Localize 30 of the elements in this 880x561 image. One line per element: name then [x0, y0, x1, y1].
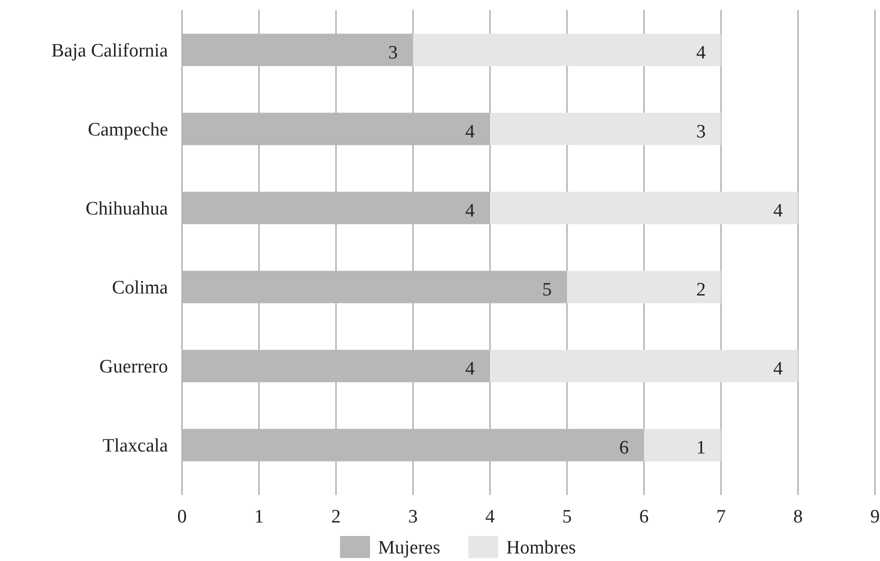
- y-tick-label: Baja California: [51, 40, 169, 62]
- y-tick-label: Colima: [112, 278, 169, 299]
- x-tick-label: 8: [793, 506, 803, 528]
- data-label: 4: [773, 200, 784, 222]
- y-tick-label: Guerrero: [99, 356, 168, 378]
- x-tick-label: 1: [254, 506, 264, 528]
- data-label: 3: [388, 42, 398, 64]
- x-tick-label: 9: [870, 506, 880, 528]
- data-label: 1: [696, 438, 706, 459]
- x-tick-label: 4: [485, 506, 496, 528]
- y-tick-label: Chihuahua: [86, 198, 169, 220]
- x-tick-label: 6: [639, 506, 649, 528]
- data-label: 4: [696, 42, 706, 64]
- y-tick-label: Campeche: [88, 120, 168, 141]
- legend-label: Mujeres: [378, 538, 440, 559]
- x-tick-label: 5: [562, 506, 572, 528]
- x-tick-label: 0: [177, 506, 187, 528]
- data-label: 4: [773, 358, 784, 380]
- x-tick-label: 3: [408, 506, 418, 528]
- data-label: 5: [542, 280, 552, 301]
- data-label: 4: [465, 122, 476, 143]
- data-label: 3: [696, 122, 706, 143]
- data-label: 4: [465, 200, 476, 222]
- x-tick-label: 7: [716, 506, 726, 528]
- data-label: 4: [465, 358, 476, 380]
- legend-label: Hombres: [506, 538, 576, 559]
- x-tick-label: 2: [331, 506, 341, 528]
- data-label: 2: [696, 280, 706, 301]
- y-tick-label: Tlaxcala: [102, 436, 169, 457]
- data-label: 6: [619, 438, 629, 459]
